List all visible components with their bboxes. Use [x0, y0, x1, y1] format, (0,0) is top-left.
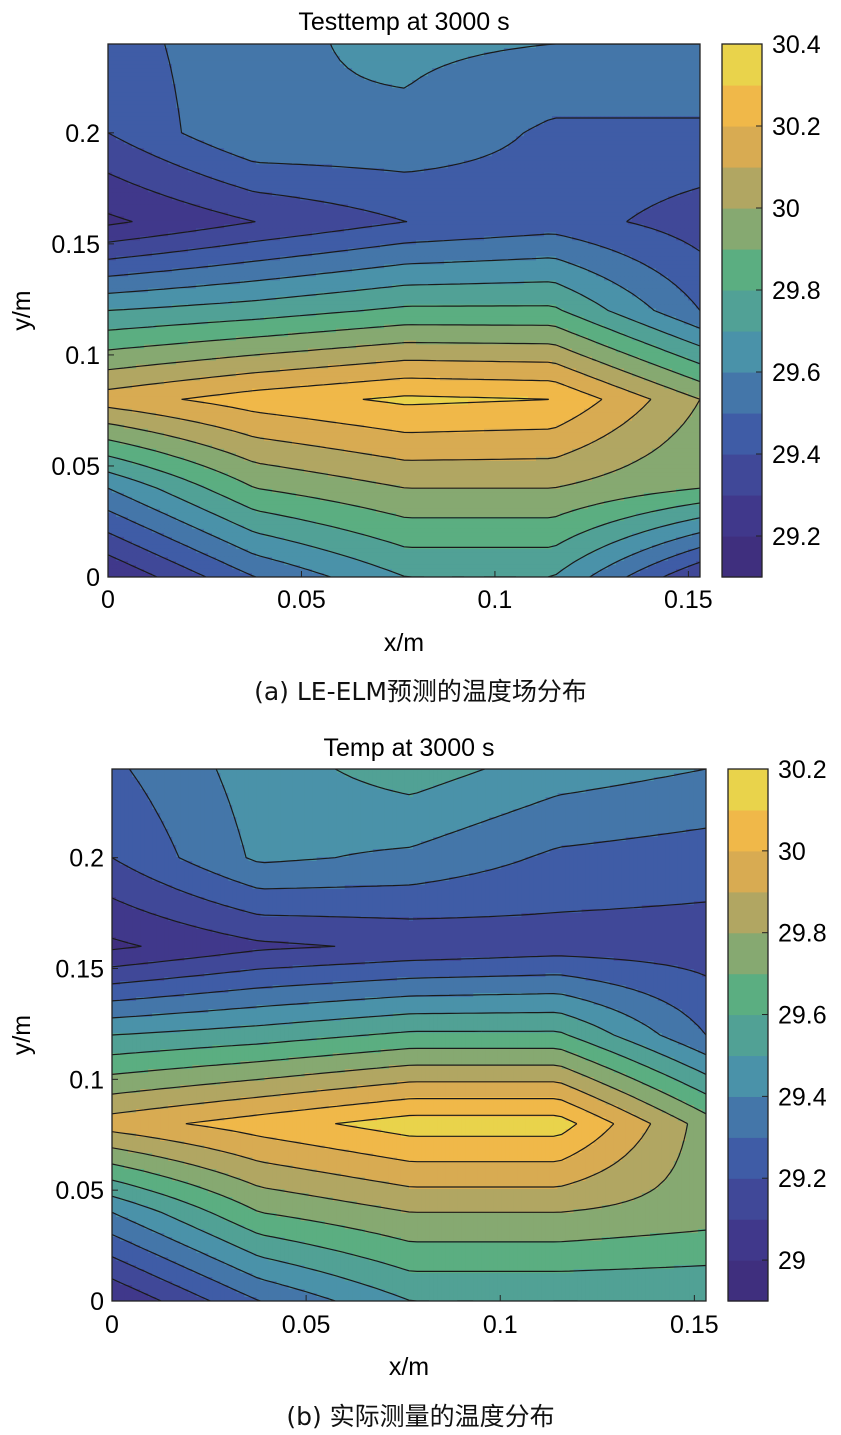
colorbar-tick-label: 29.6 — [772, 359, 821, 387]
colorbar-tick-label: 29.2 — [778, 1165, 827, 1193]
colorbar-band — [728, 1260, 768, 1302]
x-tick-label: 0.05 — [277, 586, 326, 614]
colorbar-band — [728, 1055, 768, 1097]
chart-title: Testtemp at 3000 s — [298, 8, 509, 36]
y-tick-label: 0.2 — [69, 845, 104, 873]
colorbar-band — [728, 851, 768, 893]
colorbar-tick-label: 30.2 — [778, 756, 827, 784]
y-axis: 0 0.05 0.1 0.15 0.2 — [51, 120, 114, 592]
y-tick-label: 0.05 — [51, 453, 100, 481]
colorbar-tick-label: 29.2 — [772, 523, 821, 551]
chart-title: Temp at 3000 s — [324, 734, 495, 762]
colorbar-band — [728, 974, 768, 1016]
colorbar-band — [722, 331, 762, 373]
colorbar-tick-label: 30.4 — [772, 31, 821, 59]
colorbar-band — [722, 290, 762, 332]
colorbar-tick-label: 29.4 — [778, 1083, 827, 1111]
colorbar-band — [722, 454, 762, 496]
colorbar-band — [728, 1137, 768, 1179]
colorbar-band — [722, 372, 762, 414]
x-tick-label: 0.15 — [670, 1311, 719, 1339]
colorbar-band — [722, 536, 762, 578]
y-tick-label: 0.1 — [69, 1066, 104, 1094]
chart-panel-a: 0 0.05 0.1 0.15 0 0.05 0.1 0.15 0.2 Testtemp at 3… — [8, 8, 821, 657]
colorbar-band — [728, 1096, 768, 1138]
y-tick-label: 0 — [86, 564, 100, 592]
colorbar-band — [728, 892, 768, 934]
y-axis-label: y/m — [8, 1015, 36, 1055]
x-tick-label: 0.05 — [282, 1311, 331, 1339]
colorbar-tick-label: 29.8 — [778, 920, 827, 948]
colorbar-band — [728, 1178, 768, 1220]
y-axis: 0 0.05 0.1 0.15 0.2 — [55, 845, 118, 1316]
y-axis-label: y/m — [8, 290, 36, 330]
x-tick-label: 0 — [105, 1311, 119, 1339]
contour-field — [108, 44, 701, 578]
colorbar-band — [722, 44, 762, 86]
colorbar-tick-label: 29.4 — [772, 441, 821, 469]
x-tick-label: 0 — [101, 586, 115, 614]
colorbar-tick-label: 29.6 — [778, 1002, 827, 1030]
colorbar: 29 29.2 29.4 29.6 29.8 30 30.2 — [728, 756, 827, 1302]
colorbar-band — [722, 413, 762, 455]
colorbar-band — [722, 495, 762, 537]
x-tick-label: 0.1 — [478, 586, 513, 614]
colorbar-band — [728, 810, 768, 852]
y-tick-label: 0.05 — [55, 1177, 104, 1205]
y-tick-label: 0 — [90, 1288, 104, 1316]
colorbar-tick-label: 29.8 — [772, 277, 821, 305]
colorbar-tick-label: 30.2 — [772, 113, 821, 141]
caption-b: (b) 实际测量的温度分布 — [0, 1397, 841, 1433]
colorbar-band — [722, 249, 762, 291]
y-tick-label: 0.1 — [65, 342, 100, 370]
colorbar-tick-label: 29 — [778, 1247, 806, 1275]
x-tick-label: 0.15 — [664, 586, 713, 614]
colorbar-tick-label: 30 — [778, 838, 806, 866]
colorbar-band — [728, 1015, 768, 1057]
contour-field — [112, 769, 707, 1302]
y-tick-label: 0.15 — [55, 956, 104, 984]
x-axis-label: x/m — [384, 629, 424, 657]
colorbar-band — [722, 167, 762, 209]
colorbar-band — [728, 769, 768, 811]
colorbar-band — [722, 208, 762, 250]
colorbar-band — [728, 1219, 768, 1261]
x-tick-label: 0.1 — [483, 1311, 518, 1339]
y-tick-label: 0.15 — [51, 231, 100, 259]
colorbar-band — [728, 933, 768, 975]
y-tick-label: 0.2 — [65, 120, 100, 148]
colorbar-band — [722, 126, 762, 168]
x-axis-label: x/m — [389, 1353, 429, 1381]
caption-a: (a) LE-ELM预测的温度场分布 — [0, 672, 841, 708]
colorbar-tick-label: 30 — [772, 195, 800, 223]
colorbar: 29.2 29.4 29.6 29.8 30 30.2 30.4 — [722, 31, 821, 578]
chart-panel-b: 0 0.05 0.1 0.15 0 0.05 0.1 0.15 0.2 Temp at 3000 … — [8, 734, 827, 1381]
colorbar-band — [722, 85, 762, 127]
